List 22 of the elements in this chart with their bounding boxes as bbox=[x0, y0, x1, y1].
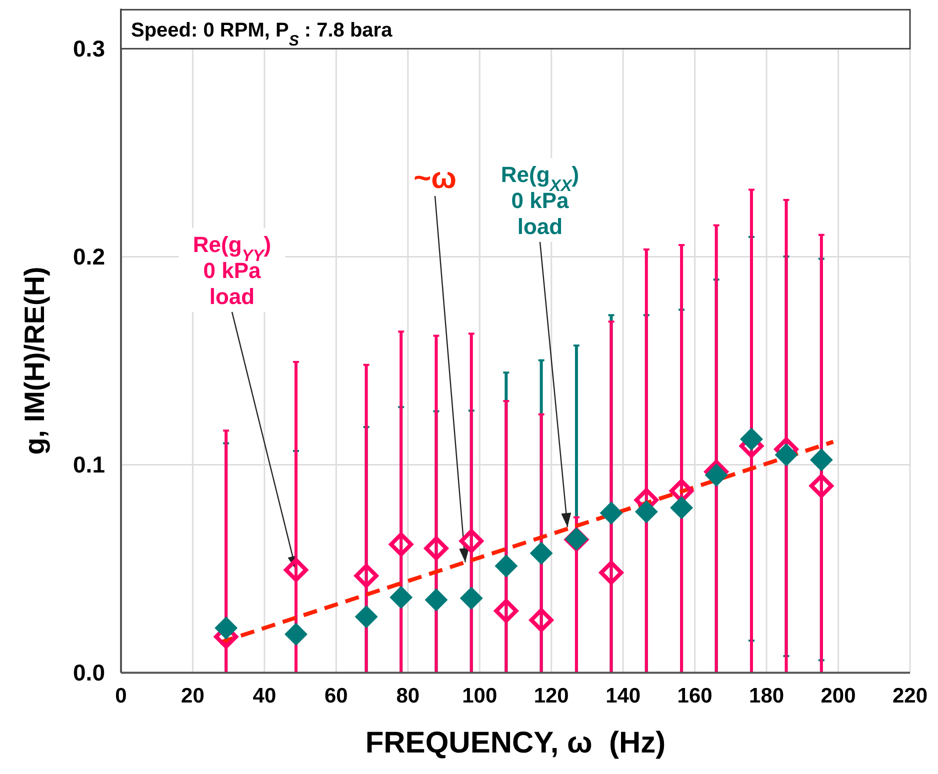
y-tick-label: 0.3 bbox=[73, 36, 105, 62]
annotation: ~ω bbox=[414, 162, 456, 195]
x-tick-label: 160 bbox=[677, 684, 712, 708]
x-tick-label: 60 bbox=[324, 684, 348, 708]
x-tick-label: 20 bbox=[181, 684, 204, 708]
x-tick-label: 120 bbox=[534, 684, 569, 708]
annotation: Re(g$_{YY}$) 0 kPa load bbox=[192, 232, 272, 309]
y-axis-title: g, IM(H)/RE(H) bbox=[19, 266, 50, 455]
x-tick-label: 80 bbox=[396, 684, 420, 708]
x-tick-label: 180 bbox=[749, 684, 784, 708]
y-tick-label: 0.2 bbox=[73, 244, 105, 270]
chart-title: Speed: 0 RPM, P$_{S}$ : 7.8 bara bbox=[131, 20, 394, 50]
x-tick-label: 40 bbox=[252, 684, 276, 708]
x-tick-label: 200 bbox=[820, 684, 856, 708]
y-tick-label: 0.1 bbox=[73, 452, 106, 478]
x-tick-label: 220 bbox=[892, 684, 928, 708]
x-tick-label: 140 bbox=[606, 684, 641, 708]
annotation: Re(g$_{XX}$) 0 kPa load bbox=[500, 162, 580, 239]
x-tick-label: 0 bbox=[115, 684, 127, 708]
x-axis-title: FREQUENCY, ω (Hz) bbox=[365, 726, 666, 760]
y-tick-label: 0.0 bbox=[73, 660, 105, 686]
x-tick-label: 100 bbox=[462, 684, 498, 708]
